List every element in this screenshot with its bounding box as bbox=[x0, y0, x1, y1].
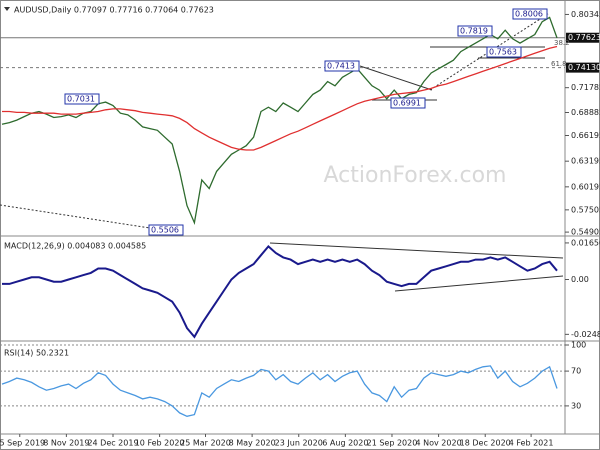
title-icon bbox=[4, 7, 10, 11]
annotation: 0.7819 bbox=[460, 27, 488, 36]
x-tick-label: 4 Nov 2020 bbox=[416, 439, 462, 448]
y-tick-label: 0.57505 bbox=[571, 205, 600, 214]
annotation-box bbox=[148, 224, 184, 236]
y-tick-label: 0.016567 bbox=[571, 238, 600, 247]
trend-line bbox=[269, 242, 564, 259]
x-tick-label: 24 Dec 2019 bbox=[87, 439, 138, 448]
y-tick-label: 0.00 bbox=[571, 275, 589, 284]
y-tick-label: 0.60195 bbox=[571, 182, 600, 191]
annotation: 0.7031 bbox=[67, 95, 95, 104]
annotation: 0.7563 bbox=[489, 48, 517, 57]
annotation-box bbox=[390, 97, 426, 109]
trend-line bbox=[359, 65, 433, 91]
trend-line bbox=[0, 204, 151, 229]
x-tick-label: 8 Nov 2019 bbox=[43, 439, 89, 448]
series-line bbox=[2, 45, 558, 151]
price-label-box bbox=[566, 32, 599, 43]
panel-title: MACD(12,26,9) 0.004083 0.004585 bbox=[4, 242, 146, 251]
price-label: 0.77623 bbox=[568, 33, 600, 42]
x-tick-label: 6 Aug 2020 bbox=[322, 439, 368, 448]
annotation-box bbox=[324, 60, 360, 72]
x-tick-label: 25 Mar 2020 bbox=[180, 439, 231, 448]
y-tick-label: 0.54905 bbox=[571, 228, 600, 237]
annotation: 61.8 bbox=[551, 60, 567, 68]
price-label-box bbox=[566, 62, 599, 73]
y-tick-label: 0.80345 bbox=[571, 10, 600, 19]
series-line bbox=[2, 244, 558, 339]
x-tick-label: 10 Feb 2020 bbox=[135, 439, 185, 448]
annotation: 0.5506 bbox=[151, 226, 179, 235]
panel-title: RSI(14) 50.2321 bbox=[4, 349, 69, 358]
trend-line bbox=[394, 275, 564, 292]
annotation: 38.2 bbox=[554, 39, 570, 47]
annotation-box bbox=[64, 93, 100, 105]
annotation-box bbox=[457, 25, 493, 37]
watermark: ActionForex.com bbox=[324, 163, 507, 188]
trend-line bbox=[429, 13, 549, 91]
x-tick-label: 23 Jun 2020 bbox=[275, 439, 323, 448]
annotation: 0.7413 bbox=[327, 62, 355, 71]
y-tick-label: 0.66195 bbox=[571, 131, 600, 140]
panel-title: AUDUSD,Daily 0.77097 0.77716 0.77064 0.7… bbox=[14, 6, 214, 15]
annotation: 0.6991 bbox=[393, 99, 421, 108]
series-line bbox=[1, 365, 558, 417]
price-label: 0.74130 bbox=[568, 63, 600, 72]
y-tick-label: 0.63195 bbox=[571, 157, 600, 166]
annotation-box bbox=[512, 8, 548, 20]
x-tick-label: 21 Sep 2020 bbox=[367, 439, 418, 448]
y-tick-label: 70 bbox=[571, 367, 581, 376]
annotation-box bbox=[486, 46, 522, 58]
y-tick-label: 0.71785 bbox=[571, 83, 600, 92]
y-tick-label: -0.02484 bbox=[571, 330, 600, 339]
x-tick-label: 25 Sep 2019 bbox=[0, 439, 45, 448]
y-tick-label: 30 bbox=[571, 401, 581, 410]
x-tick-label: 4 Feb 2021 bbox=[509, 439, 554, 448]
x-tick-label: 8 May 2020 bbox=[229, 439, 276, 448]
annotation: 0.8006 bbox=[515, 10, 543, 19]
series-line bbox=[1, 16, 558, 225]
x-tick-label: 18 Dec 2020 bbox=[460, 439, 511, 448]
y-tick-label: 100 bbox=[571, 341, 586, 350]
y-tick-label: 0.68885 bbox=[571, 108, 600, 117]
